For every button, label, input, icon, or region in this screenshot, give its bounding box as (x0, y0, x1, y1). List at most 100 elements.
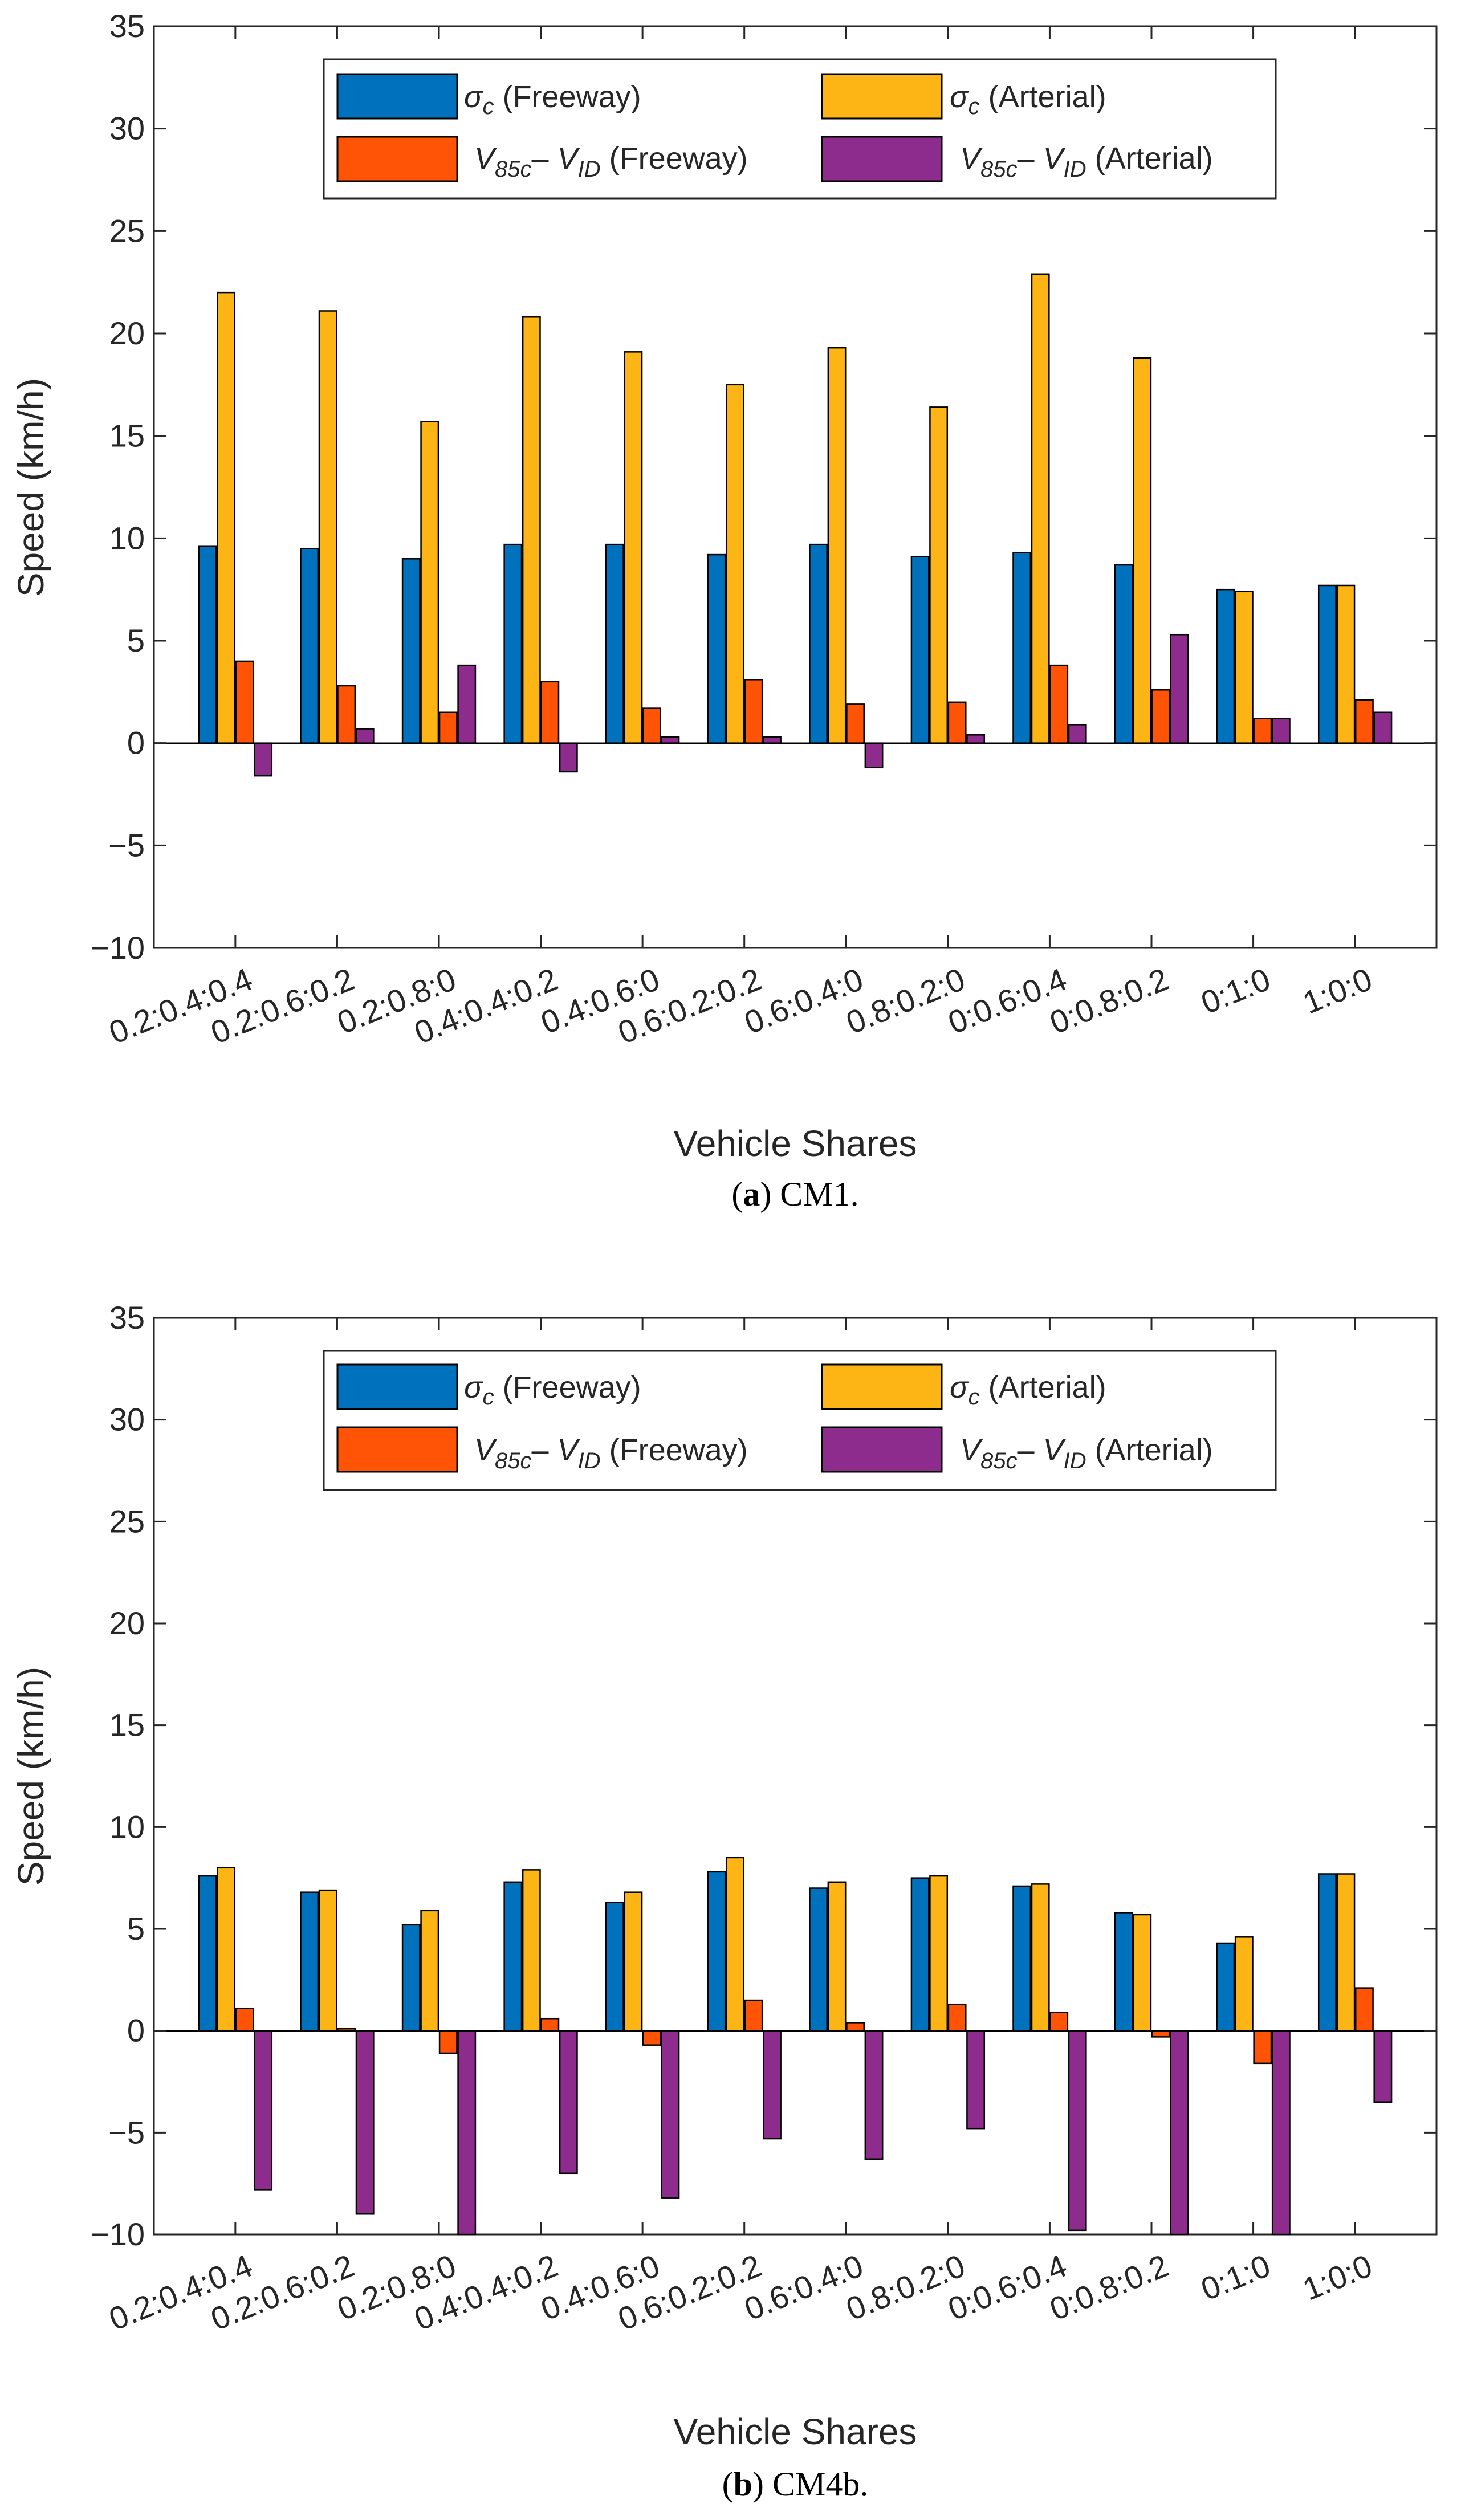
legend-swatch (336, 136, 458, 182)
bar (744, 679, 763, 744)
bar (300, 548, 319, 744)
x-tick-label: 0.8:0.2:0 (841, 2248, 970, 2327)
bar (809, 1887, 828, 2032)
bar (763, 2030, 782, 2140)
legend-label: σc (Arterial) (950, 80, 1106, 119)
bar (1031, 273, 1050, 744)
bar (707, 1871, 726, 2032)
bar (864, 2030, 884, 2160)
bar (1253, 2030, 1272, 2065)
bar (217, 1867, 236, 2032)
bar (846, 703, 865, 744)
bar (438, 2030, 458, 2054)
y-tick-label: 5 (127, 622, 145, 658)
x-tick-label: 0:1:0 (1196, 961, 1275, 1021)
panel-a-caption: (a) CM1. (731, 1175, 858, 1213)
panel-a-x-axis-label: Vehicle Shares (674, 1123, 917, 1164)
bar (457, 664, 477, 744)
bar (809, 543, 828, 744)
bar (642, 707, 661, 744)
x-tick-label: 1:0:0 (1298, 2248, 1377, 2307)
bar (1049, 664, 1069, 744)
y-tick-label: 0 (127, 725, 145, 761)
y-tick-label: 10 (109, 1809, 145, 1845)
legend-label: V85c– VID (Freeway) (474, 141, 748, 182)
x-tick-label: 0:0.6:0.4 (943, 961, 1072, 1041)
y-tick-label: 10 (109, 520, 145, 556)
bar (1271, 2030, 1291, 2236)
bar (707, 553, 726, 744)
bar (1012, 552, 1032, 744)
legend-swatch (821, 1426, 943, 1473)
panel-a-y-axis-label: Speed (km/h) (10, 378, 51, 597)
bar (337, 685, 356, 744)
bar (559, 2030, 578, 2175)
bar (522, 316, 541, 744)
legend-entry: σc (Freeway) (336, 1363, 641, 1410)
legend-swatch (336, 1426, 458, 1473)
y-tick-label: −5 (108, 827, 145, 863)
bar (1031, 1883, 1050, 2032)
panel-b-legend: σc (Freeway) σc (Arterial) V85c– VID (Fr… (323, 1350, 1277, 1491)
bar (1234, 591, 1254, 744)
bar (300, 1891, 319, 2032)
panel-b-y-axis: −10 −5 0 5 10 15 20 25 30 35 (91, 1300, 1436, 2252)
x-tick-label: 0.6:0.4:0 (739, 961, 868, 1041)
bar (1216, 1942, 1235, 2032)
bar (540, 2017, 560, 2032)
legend-label: V85c– VID (Arterial) (960, 1433, 1213, 1473)
bar (438, 711, 458, 744)
bar (235, 2008, 254, 2032)
panel-b-x-axis-label: Vehicle Shares (674, 2411, 917, 2452)
y-tick-label: −10 (91, 930, 145, 966)
bar (1170, 2030, 1189, 2236)
bar (1354, 699, 1374, 744)
y-tick-label: 15 (109, 418, 145, 454)
panel-b-caption: (b) CM4b. (722, 2465, 869, 2503)
bar (401, 558, 421, 744)
legend-box (323, 1350, 1277, 1491)
x-tick-label: 1:0:0 (1298, 961, 1377, 1021)
bar (318, 1889, 337, 2032)
legend-entry: σc (Arterial) (821, 1363, 1106, 1410)
x-tick-label: 0.8:0.2:0 (841, 961, 970, 1041)
legend-entry: V85c– VID (Freeway) (336, 1426, 748, 1473)
bar (1373, 2030, 1393, 2103)
bar (726, 384, 744, 744)
legend-label: σc (Freeway) (464, 80, 641, 119)
legend-label: σc (Arterial) (950, 1370, 1106, 1410)
y-tick-label: 5 (127, 1911, 145, 1947)
bar (254, 742, 273, 777)
bar (198, 1875, 217, 2032)
bar (355, 2030, 375, 2215)
bar (910, 1877, 930, 2032)
bar (642, 2030, 661, 2046)
y-tick-label: 25 (109, 1503, 145, 1539)
bar (846, 2022, 865, 2032)
bar (1133, 1914, 1152, 2032)
bar (254, 2030, 273, 2191)
bar (1068, 2030, 1087, 2232)
bar (1170, 633, 1189, 744)
bar (457, 2030, 477, 2236)
legend-swatch (821, 136, 943, 182)
bar (827, 1881, 847, 2032)
bar (198, 545, 217, 744)
bar (929, 406, 949, 744)
legend-entry: V85c– VID (Arterial) (821, 136, 1213, 182)
y-tick-label: −5 (108, 2114, 145, 2150)
bar (503, 1881, 523, 2032)
legend-entry: σc (Arterial) (821, 73, 1106, 120)
y-tick-label: 35 (109, 1300, 145, 1336)
legend-swatch (336, 73, 458, 120)
bar (318, 310, 337, 744)
bar (1151, 689, 1170, 744)
bar (1354, 1987, 1374, 2032)
bar (217, 291, 236, 744)
panel-a-bars (198, 273, 1393, 777)
bar (1253, 718, 1272, 744)
bar (947, 2003, 967, 2032)
bar (1114, 1912, 1133, 2032)
bar (1336, 584, 1356, 744)
